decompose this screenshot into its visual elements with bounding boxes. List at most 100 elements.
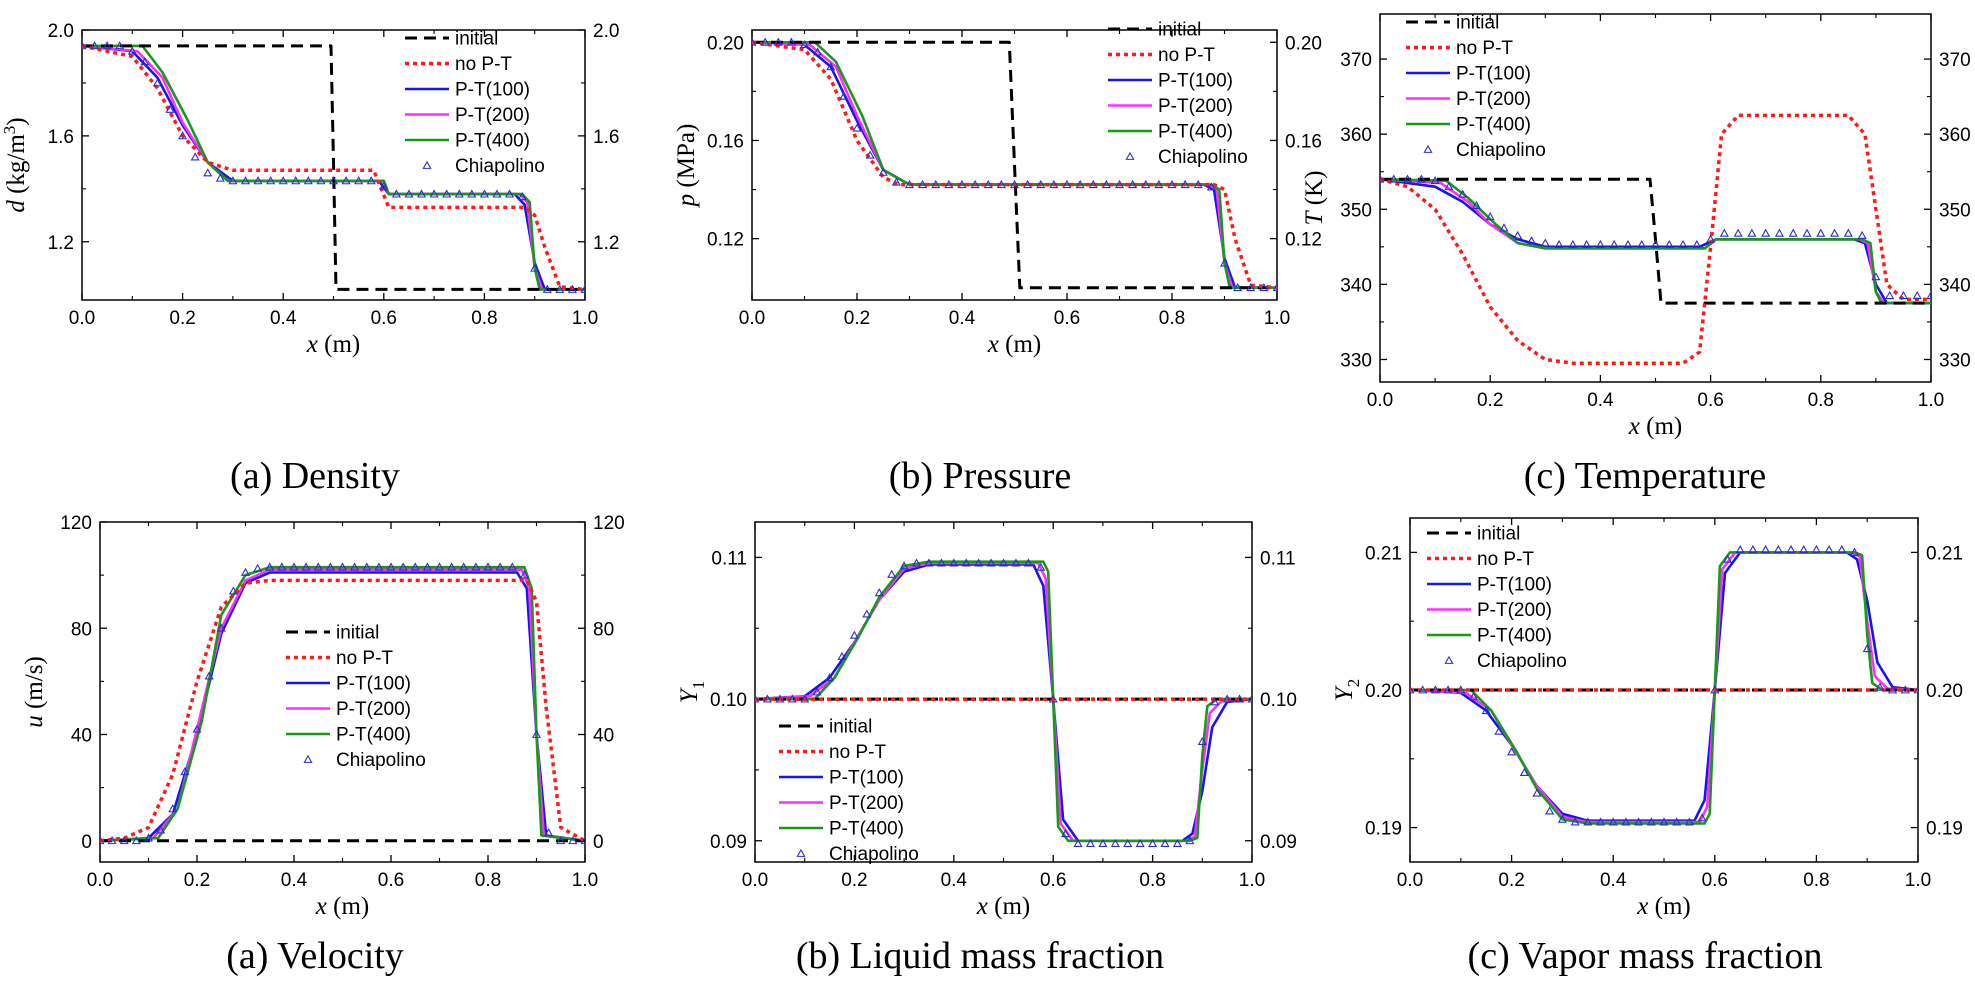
series-chiapolino-marker [755,694,760,703]
y-tick-label-right: 0.12 [1285,230,1322,251]
series-chiapolino-marker [1568,239,1578,248]
legend-label-initial: initial [455,29,498,50]
series-chiapolino-marker [787,694,797,703]
series-chiapolino-marker [140,57,150,66]
series-chiapolino-marker [168,804,178,813]
series-chiapolino-marker [1888,685,1898,694]
series-chiapolino-marker [944,179,954,189]
series-chiapolino-marker [1073,838,1083,848]
x-tick-label: 0.8 [471,308,497,329]
series-chiapolino-marker [799,39,810,49]
x-tick-label: 0.4 [949,308,976,329]
x-tick-label: 0.0 [739,308,765,329]
series-chiapolino-marker [350,562,360,571]
legend-swatch-chiapolino [1125,151,1135,160]
series-chiapolino-marker [240,567,251,576]
y-tick-label-right: 360 [1939,125,1971,146]
series-chiapolino-marker [410,562,420,571]
series-chiapolino-marker [1519,767,1529,776]
series-chiapolino-marker [556,836,566,845]
y-tick-label: 0.11 [711,548,747,569]
series-chiapolino-marker [542,284,552,293]
series-chiapolino-marker [1761,228,1771,237]
series-chiapolino-marker [1272,282,1277,292]
series-chiapolino-marker [1583,817,1593,826]
x-axis-label: x (m) [1636,893,1690,920]
series-chiapolino-marker [1898,290,1908,300]
series-chiapolino-marker [1259,282,1269,292]
y-tick-label: 330 [1340,350,1372,371]
series-chiapolino-marker [1637,239,1647,248]
y-tick-label-right: 80 [593,619,614,640]
series-no-p-t-line [82,44,585,292]
x-tick-label: 0.0 [1397,870,1423,891]
legend-label-p-t-400: P-T(400) [455,131,530,152]
series-chiapolino-marker [459,562,469,571]
series-chiapolino-marker [1114,179,1125,189]
series-chiapolino-marker [1816,228,1826,237]
series-chiapolino-marker [253,563,263,572]
y-axis-label: Y2 [1331,679,1363,701]
series-chiapolino-marker [1545,806,1555,815]
y-tick-label: 0 [81,832,92,853]
series-chiapolino-marker [165,104,175,113]
legend-label-p-t-100: P-T(100) [1456,64,1531,85]
series-chiapolino-marker [1485,212,1495,221]
series-chiapolino-marker [1167,179,1177,189]
series-chiapolino-marker [961,558,971,567]
series-chiapolino-marker [1148,838,1158,848]
series-chiapolino-marker [1799,544,1809,554]
plot-area [752,37,1277,292]
series-chiapolino-marker [1075,179,1085,189]
y-tick-label: 0.16 [707,131,744,152]
series-chiapolino-marker [204,671,214,680]
legend: initial no P-T P-T(100) P-T(200) P-T(400) Chi… [779,717,919,865]
chart-panel-a2: 0.0 0.2 0.4 0.6 0.8 1.0 0 0 40 40 80 80 120 120 x (m) u… [21,513,625,977]
y-tick-label: 0.12 [707,230,744,251]
x-axis-label: x (m) [315,893,369,920]
series-chiapolino-marker [1235,694,1245,703]
series-chiapolino-marker [1634,817,1644,826]
legend: initial no P-T P-T(100) P-T(200) P-T(400) Chi… [405,29,545,177]
series-chiapolino-marker [1085,838,1096,848]
series-chiapolino-marker [1185,836,1195,845]
x-tick-label: 1.0 [1239,870,1265,891]
series-chiapolino-marker [337,562,348,571]
legend-label-initial: initial [1158,20,1201,41]
series-chiapolino-marker [1532,788,1542,797]
series-chiapolino-marker [1062,179,1072,189]
legend-label-chiapolino: Chiapolino [336,750,426,771]
series-chiapolino-marker [131,836,141,845]
legend-label-p-t-200: P-T(200) [1477,600,1552,621]
series-chiapolino-marker [1410,685,1415,694]
plot-area [1380,113,1931,365]
series-chiapolino-marker [1684,817,1694,826]
x-tick-label: 0.8 [475,870,501,891]
series-chiapolino-marker [1197,736,1207,746]
chart-panel-c1: 0.0 0.2 0.4 0.6 0.8 1.0 330 330 340 340 350 350 360 3… [1301,13,1971,498]
series-chiapolino-marker [1623,239,1633,248]
series-chiapolino-marker [152,78,162,87]
series-chiapolino-marker [1430,175,1440,185]
series-chiapolino-marker [1481,705,1491,715]
series-chiapolino-marker [1526,236,1537,245]
series-chiapolino-marker [949,558,959,567]
series-chiapolino-marker [1048,694,1058,703]
series-chiapolino-marker [316,176,326,185]
series-chiapolino-marker [862,609,872,618]
series-chiapolino-marker [891,177,901,186]
series-chiapolino-marker [203,168,213,177]
series-chiapolino-marker [1710,685,1720,694]
series-chiapolino-marker [998,558,1009,567]
legend-label-p-t-400: P-T(400) [1456,115,1531,136]
legend-label-p-t-200: P-T(200) [1456,89,1531,110]
chart-panel-b2: 0.0 0.2 0.4 0.6 0.8 1.0 0.09 0.09 0.10 0.10 0.11 0.… [676,521,1297,977]
series-chiapolino-marker [924,558,934,567]
series-chiapolino-marker [762,694,772,703]
series-chiapolino-marker [505,189,515,198]
x-tick-label: 0.4 [270,308,297,329]
series-chiapolino-marker [899,561,909,570]
legend-label-no-p-t: no P-T [1477,549,1534,570]
series-chiapolino-marker [1774,228,1785,237]
